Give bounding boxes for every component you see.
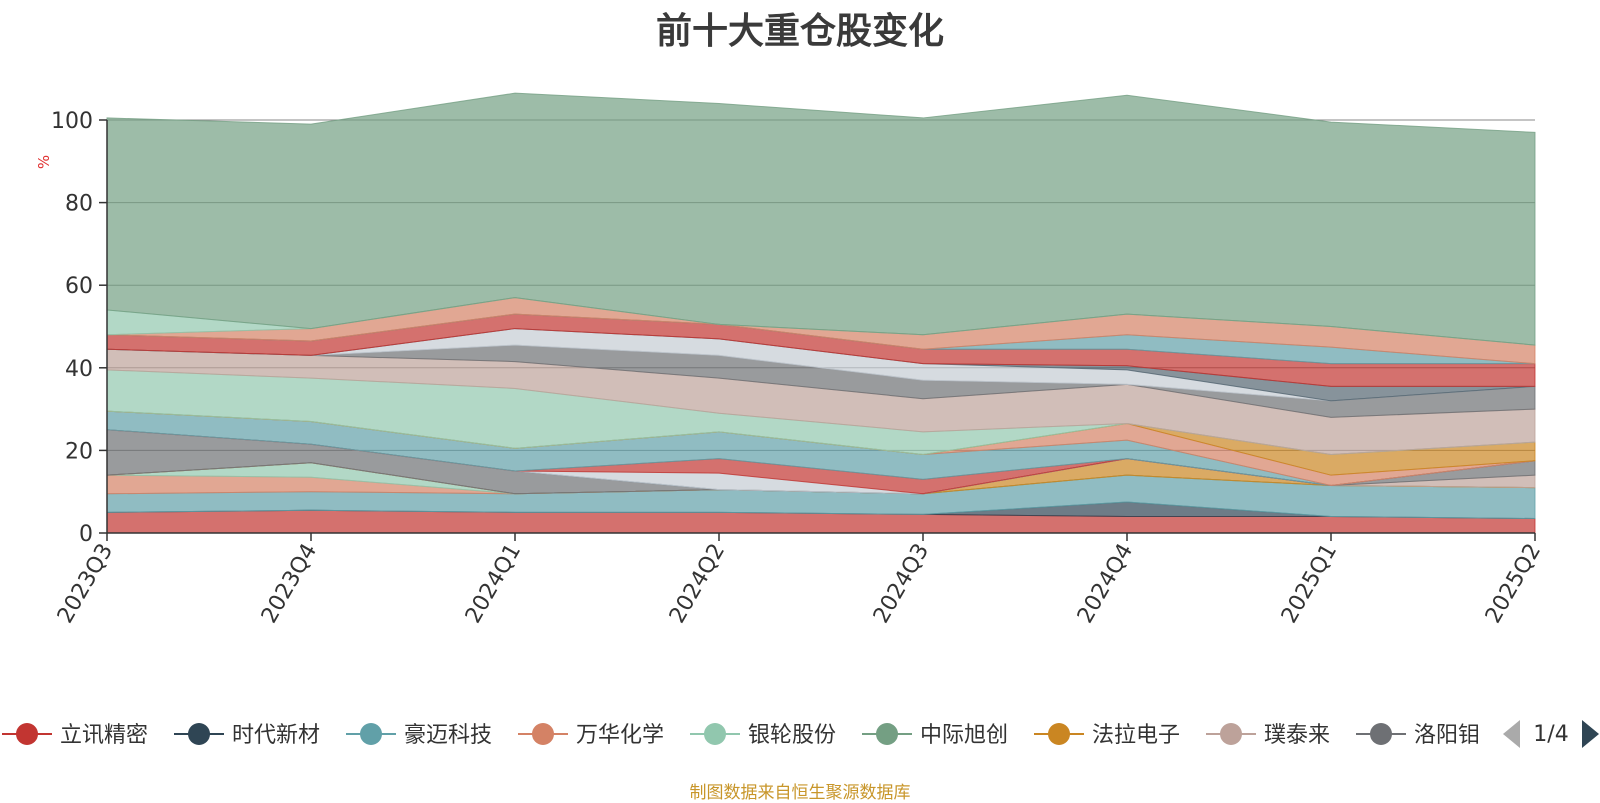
- x-tick-label: 2024Q1: [461, 540, 526, 628]
- x-tick-label: 2023Q3: [53, 540, 118, 628]
- legend-label: 万华化学: [576, 723, 664, 748]
- legend-marker: [1048, 723, 1070, 745]
- legend-marker: [532, 723, 554, 745]
- legend-label: 豪迈科技: [404, 723, 492, 748]
- x-tick-label: 2025Q1: [1277, 540, 1342, 628]
- legend-marker: [188, 723, 210, 745]
- legend-item[interactable]: 万华化学: [518, 723, 664, 748]
- legend-marker: [360, 723, 382, 745]
- series-area[interactable]: [106, 92, 1536, 346]
- x-tick-label: 2023Q4: [257, 540, 322, 628]
- x-tick-label: 2024Q2: [665, 540, 730, 628]
- y-axis-unit: %: [35, 155, 53, 169]
- legend-label: 璞泰来: [1264, 723, 1330, 748]
- y-tick-label: 40: [65, 357, 93, 382]
- triangle-right-icon[interactable]: [1582, 720, 1599, 748]
- legend-label: 立讯精密: [60, 723, 148, 748]
- legend-item[interactable]: 时代新材: [174, 723, 320, 748]
- legend-marker: [1220, 723, 1242, 745]
- legend-label: 中际旭创: [920, 723, 1008, 748]
- legend-item[interactable]: 中际旭创: [862, 723, 1008, 748]
- x-tick-label: 2024Q3: [869, 540, 934, 628]
- legend-item[interactable]: 法拉电子: [1034, 723, 1180, 748]
- legend-pager: 1/4: [1503, 720, 1599, 748]
- x-tick-label: 2025Q2: [1481, 540, 1546, 628]
- data-source-note: 制图数据来自恒生聚源数据库: [689, 783, 911, 803]
- x-tick-label: 2024Q4: [1073, 540, 1138, 628]
- y-tick-label: 100: [51, 109, 93, 134]
- chart-title: 前十大重仓股变化: [655, 11, 944, 52]
- legend: 立讯精密 时代新材 豪迈科技 万华化学 银轮股份 中际旭创 法拉电子 璞泰来 洛阳钼业: [2, 723, 1502, 748]
- legend-marker: [876, 723, 898, 745]
- y-tick-label: 60: [65, 274, 93, 299]
- legend-label: 时代新材: [232, 723, 320, 748]
- legend-item[interactable]: 璞泰来: [1206, 723, 1330, 748]
- legend-item[interactable]: 豪迈科技: [346, 723, 492, 748]
- legend-label: 法拉电子: [1092, 723, 1180, 748]
- legend-page-indicator: 1/4: [1533, 722, 1568, 747]
- legend-label: 洛阳钼业: [1414, 723, 1502, 748]
- legend-item[interactable]: 银轮股份: [690, 723, 836, 748]
- legend-label: 银轮股份: [748, 723, 836, 748]
- legend-item[interactable]: 立讯精密: [2, 723, 148, 748]
- triangle-left-icon[interactable]: [1503, 720, 1520, 748]
- stacked-areas: [106, 92, 1536, 534]
- y-tick-label: 80: [65, 192, 93, 217]
- legend-marker: [1370, 723, 1392, 745]
- legend-marker: [16, 723, 38, 745]
- y-tick-label: 20: [65, 439, 93, 464]
- legend-marker: [704, 723, 726, 745]
- legend-item[interactable]: 洛阳钼业: [1356, 723, 1502, 748]
- y-tick-label: 0: [79, 522, 93, 547]
